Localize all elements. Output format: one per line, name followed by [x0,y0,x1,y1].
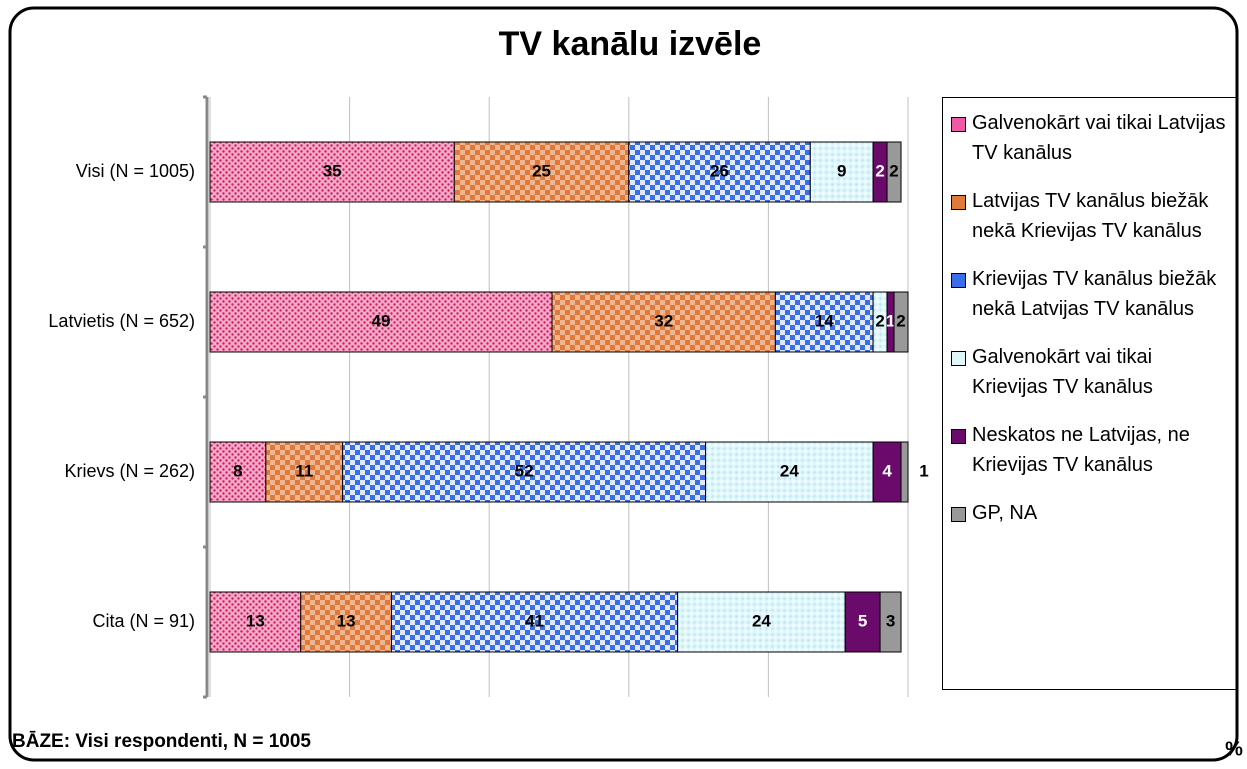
legend-swatch [951,351,966,366]
bar-segment [774,291,874,353]
data-label: 1 [919,461,928,480]
data-label: 4 [882,461,892,480]
data-label: 49 [372,311,391,330]
y-tick-label: Latvietis (N = 652) [48,311,195,331]
legend-label: GP, NA [972,502,1038,524]
legend-label: Galvenokārt vai tikai Krievijas TV kanāl… [972,346,1153,398]
bar-segment [209,141,455,203]
data-label: 24 [752,611,771,630]
data-label: 11 [295,461,313,480]
bar-segment [300,591,392,653]
bar-segment [809,141,874,203]
data-label: 2 [875,161,884,180]
legend-item: Latvijas TV kanālus biežāk nekā Krievija… [949,186,1231,246]
data-label: 1 [886,311,895,330]
y-tick-label: Visi (N = 1005) [76,161,195,181]
bar-segment [677,591,846,653]
bar-segment [453,141,630,203]
legend-item: Galvenokārt vai tikai Latvijas TV kanālu… [949,108,1231,168]
unit-label: % [1225,738,1243,760]
legend-label: Latvijas TV kanālus biežāk nekā Krievija… [972,190,1209,242]
legend-item: Neskatos ne Latvijas, ne Krievijas TV ka… [949,420,1231,480]
bar-segment [844,591,881,653]
legend-item: GP, NA [949,498,1231,528]
data-label: 25 [532,161,551,180]
data-label: 13 [337,611,356,630]
legend-label: Neskatos ne Latvijas, ne Krievijas TV ka… [972,424,1190,476]
data-label: 41 [525,611,544,630]
data-label: 9 [837,161,846,180]
bar-segment [551,291,776,353]
data-label: 2 [896,311,905,330]
legend-item: Galvenokārt vai tikai Krievijas TV kanāl… [949,342,1231,402]
legend-swatch [951,429,966,444]
y-tick-label: Cita (N = 91) [92,611,195,631]
chart-title: TV kanālu izvēle [499,25,762,63]
bar-segment [628,141,811,203]
data-label: 5 [858,611,867,630]
legend-swatch [951,507,966,522]
footnote: BĀZE: Visi respondenti, N = 1005 [12,731,311,752]
legend-swatch [951,117,966,132]
bar-segment [879,591,902,653]
legend-item: Krievijas TV kanālus biežāk nekā Latvija… [949,264,1231,324]
bar-segment [886,141,902,203]
data-label: 13 [246,611,265,630]
data-label: 26 [710,161,729,180]
data-label: 52 [515,461,534,480]
data-label: 8 [233,461,242,480]
bar-segment [390,591,679,653]
legend: Galvenokārt vai tikai Latvijas TV kanālu… [942,97,1238,690]
bar-segment [900,441,909,503]
legend-swatch [951,273,966,288]
legend-label: Krievijas TV kanālus biežāk nekā Latvija… [972,268,1217,320]
bar-segment [705,441,874,503]
data-label: 32 [654,311,673,330]
bar-segment [209,291,553,353]
data-label: 35 [323,161,342,180]
bar-segment [209,591,302,653]
bar-segment [872,441,902,503]
legend-label: Galvenokārt vai tikai Latvijas TV kanālu… [972,112,1226,164]
bar-segment [265,441,344,503]
data-label: 2 [889,161,898,180]
data-label: 2 [875,311,884,330]
data-label: 24 [780,461,799,480]
data-label: 3 [886,611,895,630]
bar-segment [893,291,909,353]
data-label: 14 [815,311,834,330]
y-tick-label: Krievs (N = 262) [64,461,195,481]
legend-swatch [951,195,966,210]
